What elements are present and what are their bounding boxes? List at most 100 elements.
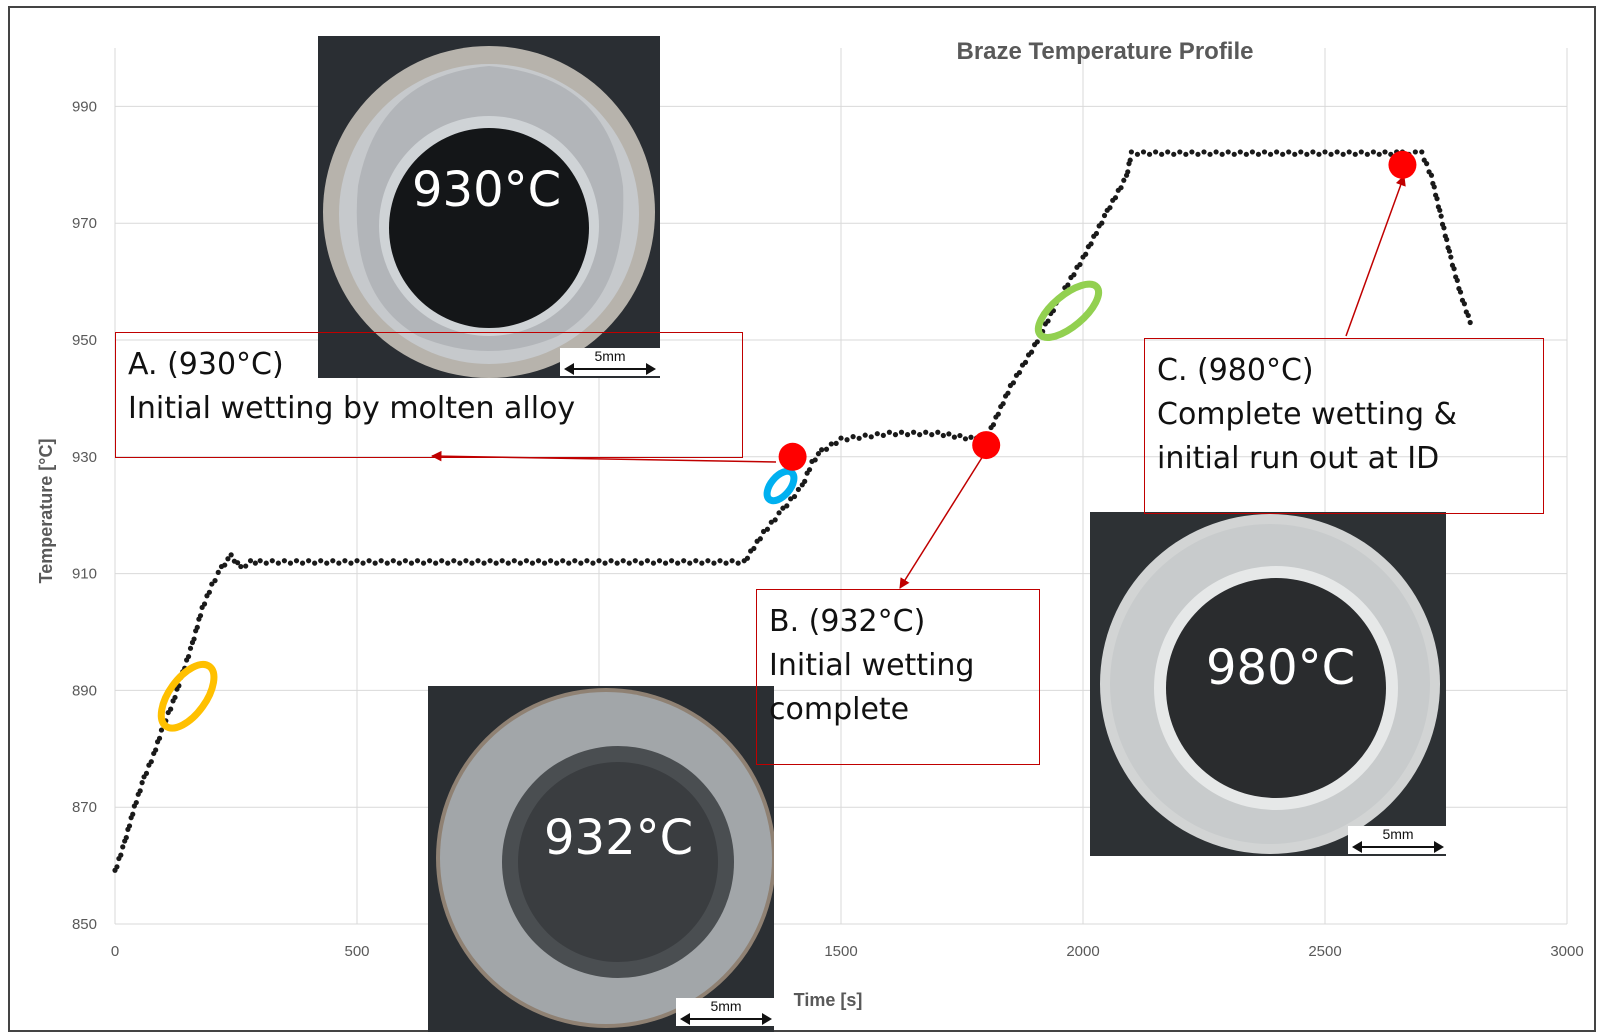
data-point bbox=[1431, 184, 1437, 190]
data-point bbox=[1153, 149, 1159, 155]
data-point bbox=[118, 852, 124, 858]
data-point bbox=[1028, 349, 1035, 355]
data-point bbox=[760, 528, 767, 535]
y-tick-label: 870 bbox=[72, 799, 97, 816]
data-point bbox=[384, 560, 390, 566]
scalebar-932: 5mm bbox=[676, 998, 776, 1026]
data-point bbox=[1016, 369, 1023, 376]
regions-layer bbox=[157, 280, 1103, 732]
data-point bbox=[638, 560, 644, 566]
data-point bbox=[1454, 277, 1460, 283]
leader-line-c bbox=[1345, 175, 1406, 337]
data-point bbox=[1165, 149, 1171, 155]
data-point bbox=[1340, 151, 1346, 157]
data-point bbox=[439, 558, 445, 564]
callout-c-text-2: initial run out at ID bbox=[1157, 441, 1440, 476]
data-point bbox=[772, 517, 778, 523]
data-point bbox=[191, 636, 197, 642]
data-point bbox=[1005, 390, 1011, 396]
data-point bbox=[318, 558, 324, 564]
data-point bbox=[1441, 225, 1447, 231]
data-point bbox=[372, 560, 378, 566]
data-point bbox=[433, 560, 439, 566]
data-point bbox=[946, 431, 952, 437]
data-point bbox=[1077, 261, 1083, 268]
data-point bbox=[1177, 149, 1183, 155]
micrograph-932-label: 932°C bbox=[544, 810, 694, 866]
data-point bbox=[1434, 196, 1440, 202]
data-point bbox=[348, 560, 354, 566]
data-point bbox=[669, 558, 675, 564]
highlight-marker bbox=[972, 431, 1001, 460]
data-point bbox=[886, 429, 893, 435]
data-point bbox=[850, 434, 856, 440]
data-point bbox=[126, 823, 133, 829]
callout-b: B. (932°C) Initial wetting complete bbox=[756, 589, 1040, 765]
data-point bbox=[238, 563, 244, 570]
data-point bbox=[764, 526, 771, 532]
x-tick-label: 2500 bbox=[1308, 943, 1341, 960]
data-point bbox=[197, 613, 204, 619]
data-point bbox=[1328, 151, 1334, 157]
data-point bbox=[168, 706, 174, 712]
data-point bbox=[596, 558, 602, 564]
data-point bbox=[263, 560, 269, 566]
data-point bbox=[898, 429, 905, 435]
data-point bbox=[1207, 151, 1213, 157]
data-point bbox=[330, 558, 336, 564]
data-point bbox=[1424, 161, 1430, 167]
data-point bbox=[529, 560, 536, 566]
data-point bbox=[469, 560, 475, 566]
data-point bbox=[1099, 220, 1105, 226]
chart-title: Braze Temperature Profile bbox=[957, 38, 1254, 65]
data-point bbox=[312, 560, 318, 566]
data-point bbox=[1213, 149, 1219, 155]
callout-a-text: Initial wetting by molten alloy bbox=[128, 391, 576, 426]
data-point bbox=[1159, 151, 1165, 157]
data-point bbox=[584, 558, 590, 564]
data-point bbox=[324, 560, 330, 566]
data-point bbox=[717, 558, 723, 564]
data-point bbox=[1189, 149, 1195, 155]
data-point bbox=[1118, 185, 1124, 191]
data-point bbox=[1352, 151, 1358, 157]
data-point bbox=[815, 451, 822, 457]
data-point bbox=[306, 558, 312, 564]
data-point bbox=[795, 486, 802, 493]
data-point bbox=[1451, 266, 1457, 272]
y-axis-title: Temperature [°C] bbox=[36, 439, 56, 584]
data-point bbox=[1358, 149, 1364, 155]
data-point bbox=[156, 735, 163, 741]
scalebar-980-text: 5mm bbox=[1382, 826, 1414, 842]
data-point bbox=[139, 780, 145, 786]
data-point bbox=[929, 432, 935, 438]
micrograph-930-label: 930°C bbox=[412, 162, 562, 218]
data-point bbox=[517, 560, 523, 566]
data-point bbox=[681, 558, 687, 564]
data-point bbox=[342, 558, 348, 564]
data-point bbox=[656, 558, 663, 564]
highlight-marker bbox=[1388, 150, 1417, 179]
markers-layer bbox=[778, 150, 1417, 471]
data-point bbox=[451, 558, 457, 564]
micrograph-980: 980°C bbox=[1090, 512, 1446, 856]
data-point bbox=[675, 560, 681, 566]
y-tick-label: 850 bbox=[72, 916, 97, 933]
data-point bbox=[1000, 401, 1006, 407]
data-point bbox=[137, 788, 143, 794]
data-point bbox=[566, 560, 572, 566]
data-point bbox=[572, 558, 578, 564]
data-point bbox=[602, 560, 608, 566]
data-point bbox=[1298, 149, 1304, 155]
data-point bbox=[535, 558, 542, 564]
scalebar-930-arrow bbox=[564, 363, 656, 375]
data-point bbox=[935, 429, 941, 435]
data-point bbox=[828, 441, 834, 447]
data-point bbox=[1125, 169, 1131, 175]
scalebar-932-arrow bbox=[680, 1013, 772, 1025]
data-point bbox=[957, 432, 963, 439]
data-point bbox=[711, 560, 717, 566]
data-point bbox=[1121, 177, 1127, 183]
micrograph-930: 930°C bbox=[318, 36, 660, 378]
data-point bbox=[1274, 149, 1280, 155]
